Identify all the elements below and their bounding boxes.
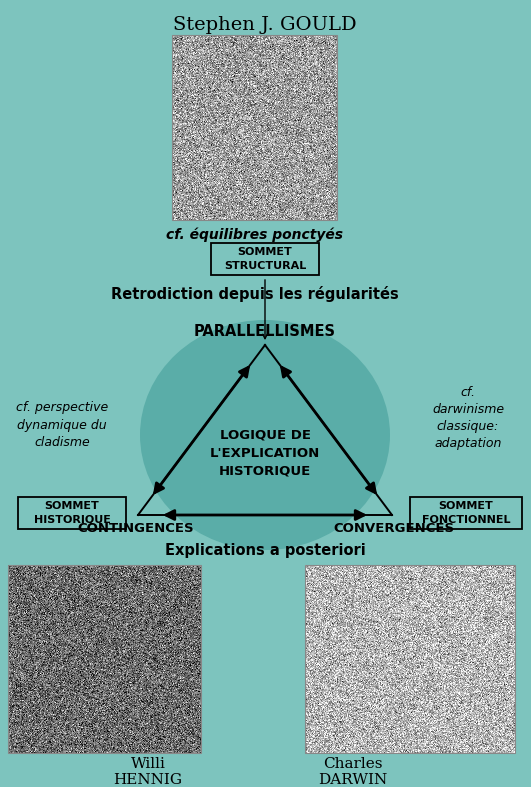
Text: CONTINGENCES: CONTINGENCES (78, 522, 194, 535)
Ellipse shape (140, 320, 390, 550)
Text: cf. équilibres ponctуés: cf. équilibres ponctуés (167, 227, 344, 242)
Text: Explications a posteriori: Explications a posteriori (165, 543, 365, 558)
Text: Stephen J. GOULD: Stephen J. GOULD (173, 16, 357, 34)
Text: Charles
DARWIN: Charles DARWIN (319, 757, 388, 787)
Text: PARALLELLISMES: PARALLELLISMES (194, 324, 336, 339)
FancyBboxPatch shape (18, 497, 126, 529)
Text: Retrodiction depuis les régularités: Retrodiction depuis les régularités (111, 286, 399, 302)
Text: Willi
HENNIG: Willi HENNIG (114, 757, 183, 787)
Text: cf.
darwinisme
classique:
adaptation: cf. darwinisme classique: adaptation (432, 386, 504, 450)
Text: SOMMET
STRUCTURAL: SOMMET STRUCTURAL (224, 247, 306, 271)
Text: LOGIQUE DE
L'EXPLICATION
HISTORIQUE: LOGIQUE DE L'EXPLICATION HISTORIQUE (210, 429, 320, 478)
FancyBboxPatch shape (410, 497, 522, 529)
Text: SOMMET
HISTORIQUE: SOMMET HISTORIQUE (33, 501, 110, 525)
Bar (8, 565, 201, 753)
Text: cf. perspective
dynamique du
cladisme: cf. perspective dynamique du cladisme (16, 401, 108, 449)
Text: SOMMET
FONCTIONNEL: SOMMET FONCTIONNEL (422, 501, 510, 525)
Bar (172, 35, 337, 220)
Text: CONVERGENCES: CONVERGENCES (333, 522, 455, 535)
FancyBboxPatch shape (211, 243, 319, 275)
Bar (305, 565, 515, 753)
